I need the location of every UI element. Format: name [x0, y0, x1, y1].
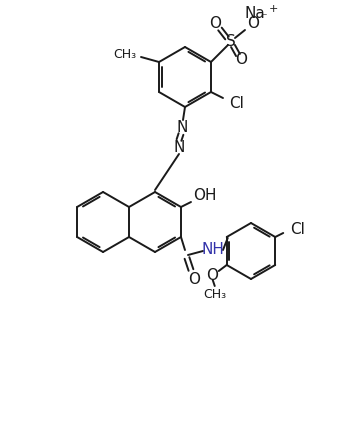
Text: N: N	[176, 120, 188, 134]
Text: Cl: Cl	[290, 222, 305, 236]
Text: CH₃: CH₃	[203, 289, 226, 302]
Text: Na: Na	[245, 6, 265, 22]
Text: N: N	[173, 140, 185, 155]
Text: OH: OH	[193, 187, 217, 203]
Text: O: O	[235, 53, 247, 67]
Text: ⁻: ⁻	[260, 12, 266, 25]
Text: O: O	[247, 16, 259, 32]
Text: O: O	[206, 267, 218, 283]
Text: NH: NH	[202, 241, 224, 257]
Text: O: O	[209, 16, 221, 32]
Text: CH₃: CH₃	[113, 48, 136, 60]
Text: S: S	[226, 35, 236, 50]
Text: O: O	[188, 273, 200, 288]
Text: +: +	[268, 4, 278, 14]
Text: Cl: Cl	[230, 96, 244, 111]
